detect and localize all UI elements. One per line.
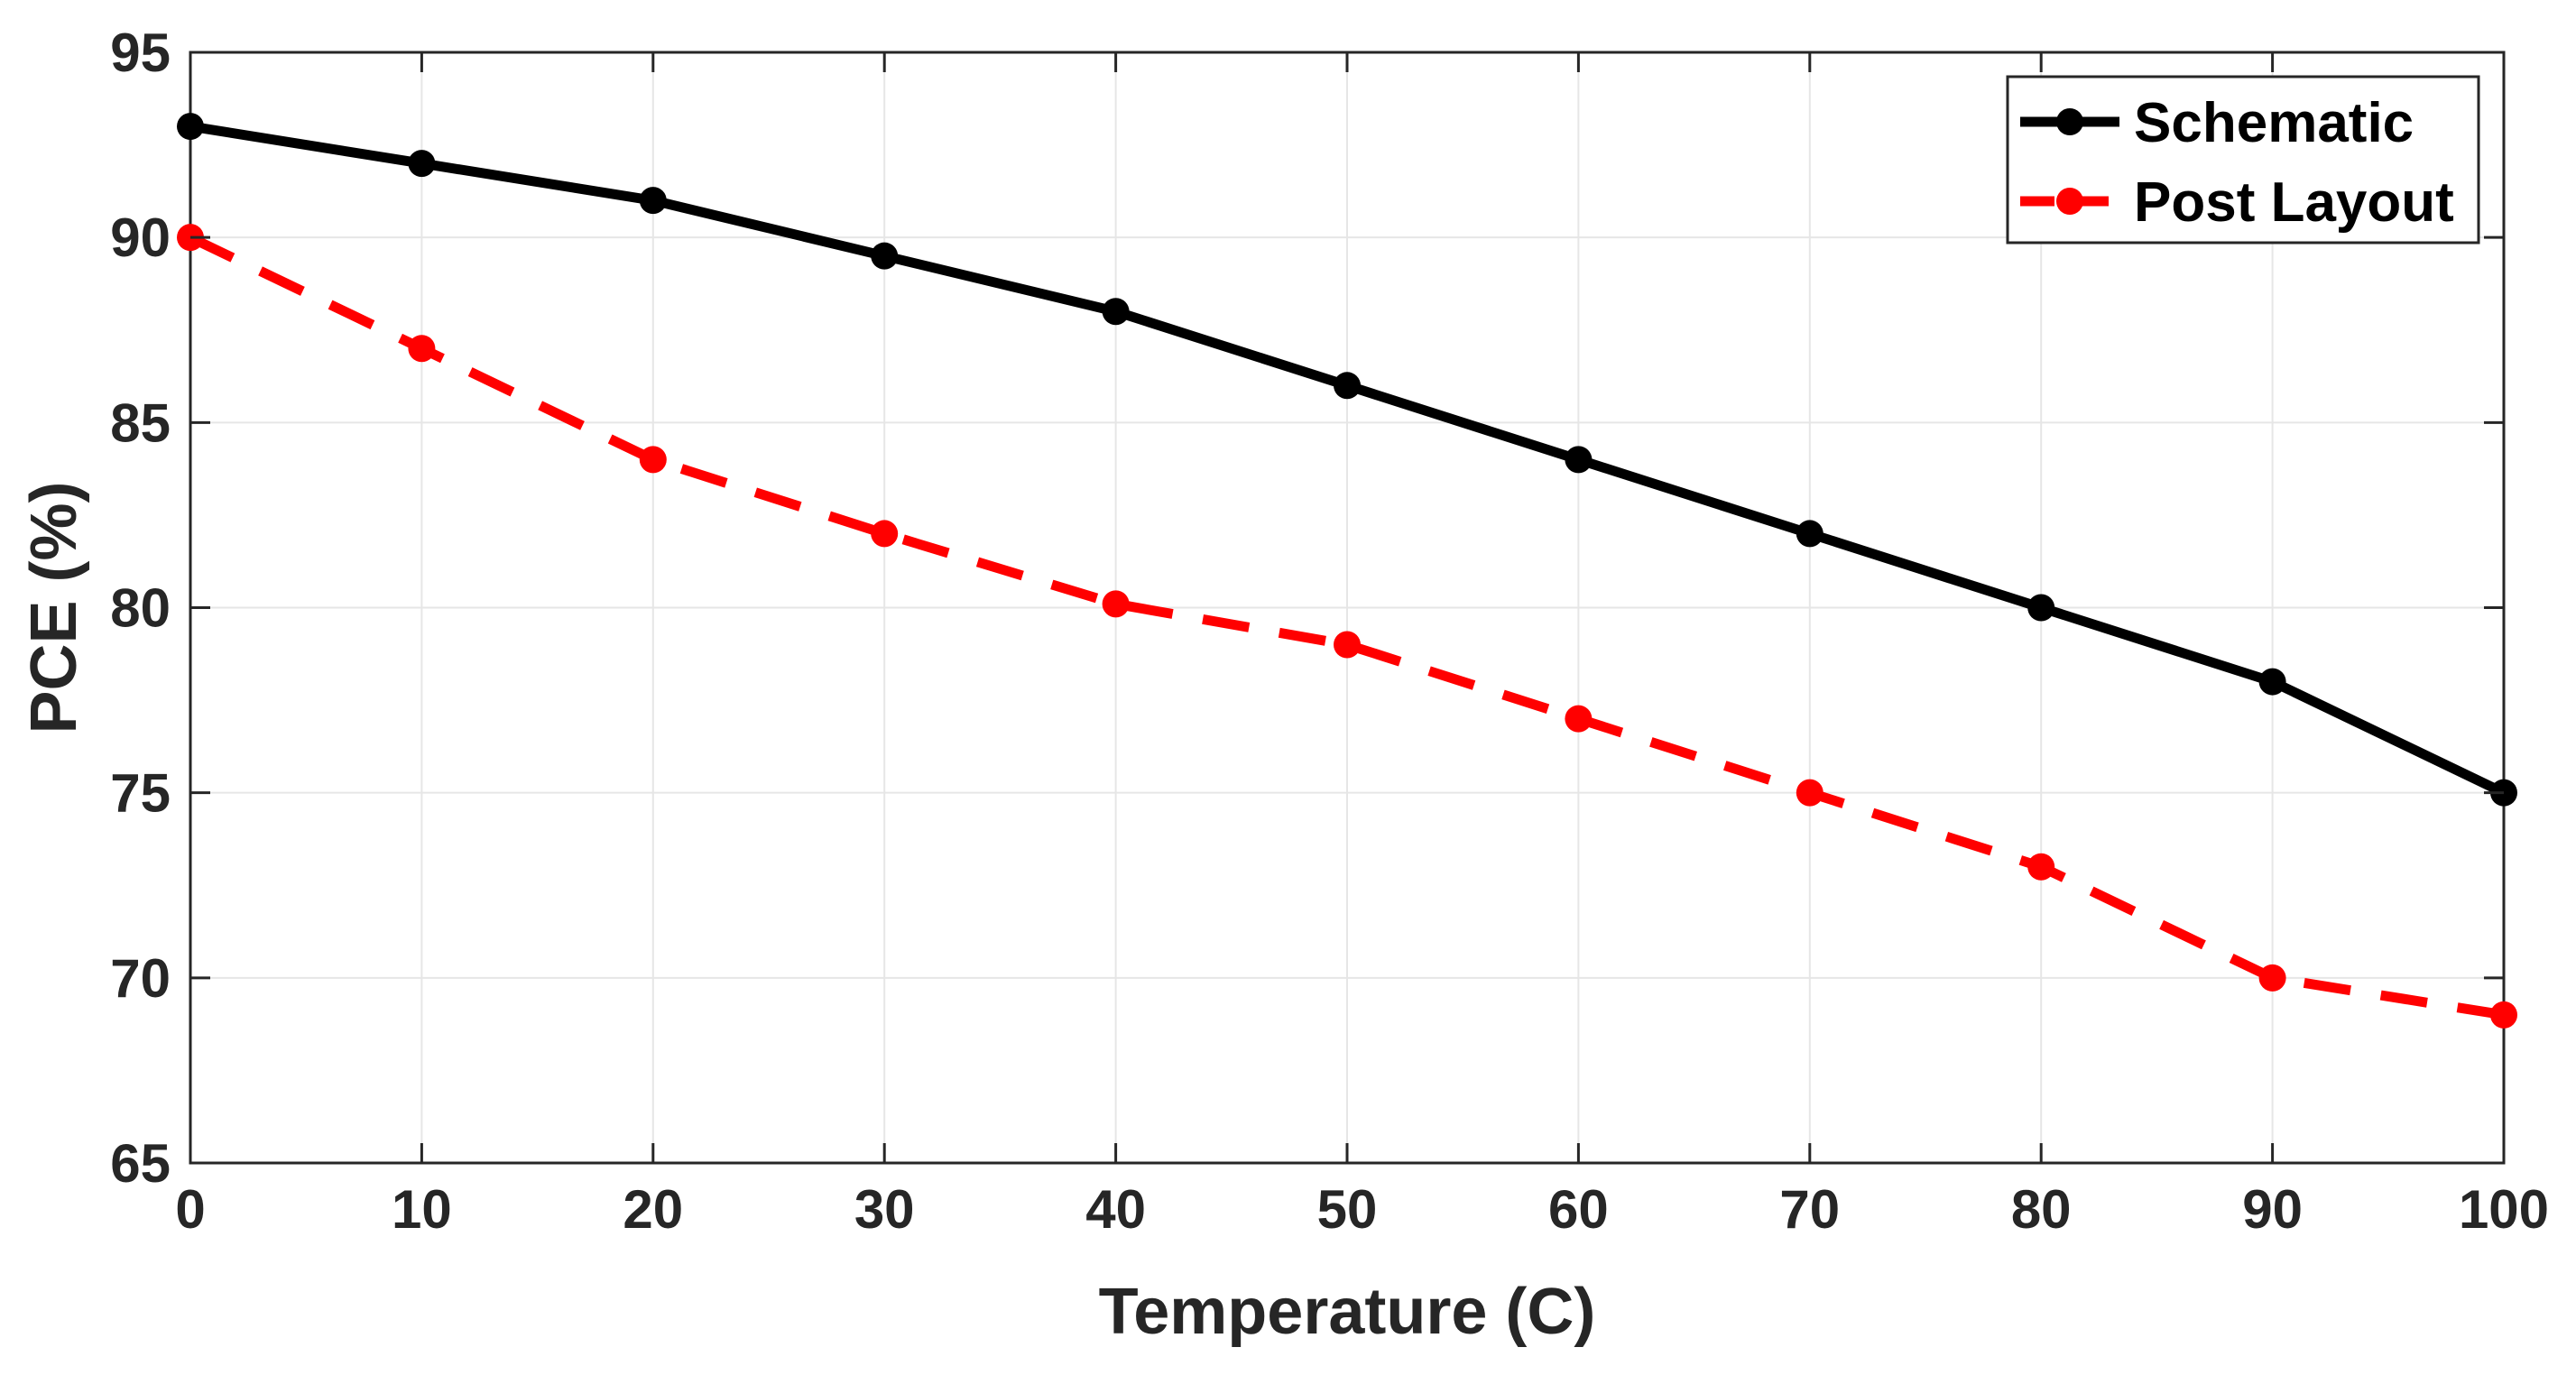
legend-label-schematic: Schematic (2134, 92, 2414, 154)
data-point-post-layout-50 (1334, 631, 1361, 659)
y-axis-ticks: 65 70 75 80 85 90 95 (110, 23, 2504, 1194)
x-tick-label-60: 60 (1548, 1179, 1609, 1240)
series-layer (177, 113, 2517, 1029)
x-tick-label-100: 100 (2459, 1179, 2549, 1240)
data-point-schematic-70 (1796, 520, 1824, 548)
x-tick-label-40: 40 (1085, 1179, 1146, 1240)
y-tick-label-85: 85 (110, 392, 171, 453)
data-point-post-layout-90 (2258, 964, 2286, 992)
x-tick-label-0: 0 (175, 1179, 205, 1240)
data-point-post-layout-40 (1102, 590, 1130, 618)
data-point-schematic-20 (639, 187, 667, 215)
y-tick-label-65: 65 (110, 1133, 171, 1194)
data-point-post-layout-20 (639, 446, 667, 474)
legend-label-post-layout: Post Layout (2134, 171, 2454, 234)
legend-box (2006, 75, 2480, 245)
x-tick-label-50: 50 (1317, 1179, 1378, 1240)
x-tick-label-80: 80 (2011, 1179, 2072, 1240)
data-point-schematic-50 (1334, 372, 1361, 400)
y-axis-label: PCE (%) (18, 481, 90, 734)
data-point-schematic-10 (408, 150, 436, 178)
data-point-schematic-0 (177, 113, 204, 141)
x-tick-label-30: 30 (854, 1179, 915, 1240)
data-point-post-layout-10 (408, 335, 436, 363)
y-tick-label-75: 75 (110, 763, 171, 824)
data-point-post-layout-80 (2027, 853, 2055, 881)
y-tick-label-80: 80 (110, 578, 171, 639)
y-tick-label-90: 90 (110, 208, 171, 268)
data-point-schematic-80 (2027, 594, 2055, 622)
data-point-post-layout-70 (1796, 779, 1824, 807)
data-point-post-layout-30 (871, 520, 899, 548)
data-point-schematic-40 (1102, 298, 1130, 326)
legend: Schematic Post Layout (2006, 75, 2480, 245)
x-axis-label: Temperature (C) (1099, 1276, 1596, 1348)
series-line-post-layout (188, 233, 2505, 1020)
x-tick-label-90: 90 (2242, 1179, 2303, 1240)
x-tick-label-70: 70 (1779, 1179, 1840, 1240)
x-tick-label-10: 10 (392, 1179, 452, 1240)
x-axis-ticks: 0 10 20 30 40 50 60 70 80 90 100 (175, 52, 2549, 1240)
legend-marker-schematic (2056, 108, 2083, 135)
legend-marker-post-layout (2056, 188, 2083, 215)
y-tick-label-95: 95 (110, 23, 171, 83)
data-point-post-layout-100 (2490, 1001, 2517, 1029)
data-point-post-layout-60 (1565, 705, 1593, 733)
data-point-schematic-60 (1565, 446, 1593, 474)
data-point-schematic-90 (2258, 668, 2286, 696)
y-tick-label-70: 70 (110, 948, 171, 1009)
data-point-schematic-30 (871, 242, 899, 270)
x-tick-label-20: 20 (623, 1179, 683, 1240)
